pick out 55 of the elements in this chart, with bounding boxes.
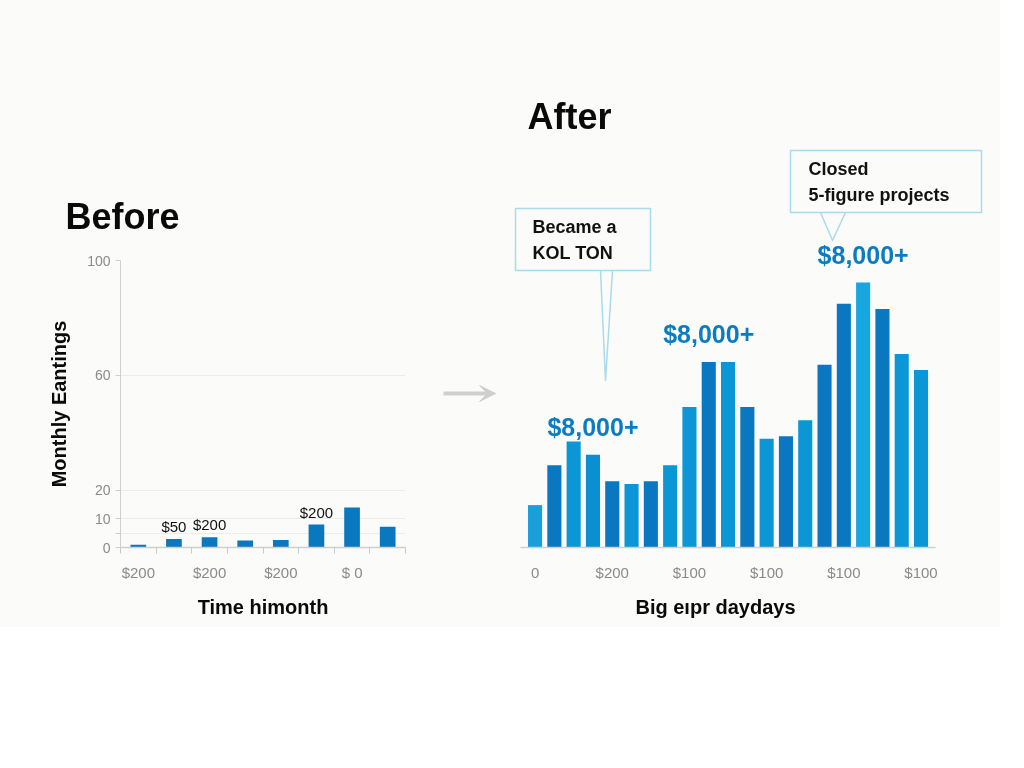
y-tick-label: 10 xyxy=(94,510,111,527)
bar xyxy=(566,441,581,548)
bar xyxy=(894,354,909,548)
x-tick-label: 0 xyxy=(530,563,540,581)
bar xyxy=(528,505,543,548)
chart-title: After xyxy=(527,95,612,137)
annotation: $200 xyxy=(192,516,227,534)
bar xyxy=(585,454,600,548)
bar xyxy=(721,362,736,548)
y-tick-label: 60 xyxy=(94,367,111,384)
bar xyxy=(663,465,678,548)
annotation: $50 xyxy=(161,517,187,535)
bar xyxy=(913,369,929,548)
x-tick-label: $200 xyxy=(121,563,155,581)
bar xyxy=(682,407,697,548)
bar xyxy=(778,436,793,548)
x-tick-label: $100 xyxy=(672,563,707,581)
bar xyxy=(344,507,360,548)
bar xyxy=(624,483,639,548)
bar xyxy=(166,538,182,548)
x-tick-label: $100 xyxy=(827,563,861,581)
text: Closed 5-figure projects xyxy=(808,158,950,205)
x-tick-label: $ 0 xyxy=(341,563,363,581)
y-tick-label: 20 xyxy=(94,482,111,499)
text: Became a KOL TON xyxy=(532,216,618,263)
bar xyxy=(759,438,774,548)
x-axis-title: Time himonth xyxy=(197,595,329,618)
chart-title: Before xyxy=(65,195,180,237)
bar xyxy=(740,407,755,548)
bar xyxy=(856,282,871,548)
bar xyxy=(547,465,562,548)
bar xyxy=(836,303,851,548)
annotation: $8,000+ xyxy=(817,240,909,269)
x-tick-label: $200 xyxy=(264,563,298,581)
y-axis-title: Monthly Eantings xyxy=(48,320,71,488)
y-tick-label: 100 xyxy=(87,252,111,269)
y-tick-label: 0 xyxy=(102,539,111,556)
annotation: $8,000+ xyxy=(547,412,639,441)
bar xyxy=(308,524,325,548)
bar xyxy=(798,420,813,548)
bar xyxy=(201,537,218,548)
annotation: $8,000+ xyxy=(663,320,755,349)
bar xyxy=(605,481,620,548)
x-axis-title: Big eıpr daydays xyxy=(635,595,796,618)
x-tick-label: $100 xyxy=(749,563,784,581)
annotation: $200 xyxy=(299,503,334,521)
x-tick-label: $200 xyxy=(595,563,629,581)
bar xyxy=(817,364,832,548)
x-tick-label: $100 xyxy=(904,563,938,581)
bar xyxy=(272,540,289,548)
bar xyxy=(643,481,658,548)
bar xyxy=(379,526,396,548)
bar xyxy=(701,362,716,548)
x-tick-label: $200 xyxy=(192,563,227,581)
bar xyxy=(875,309,890,548)
